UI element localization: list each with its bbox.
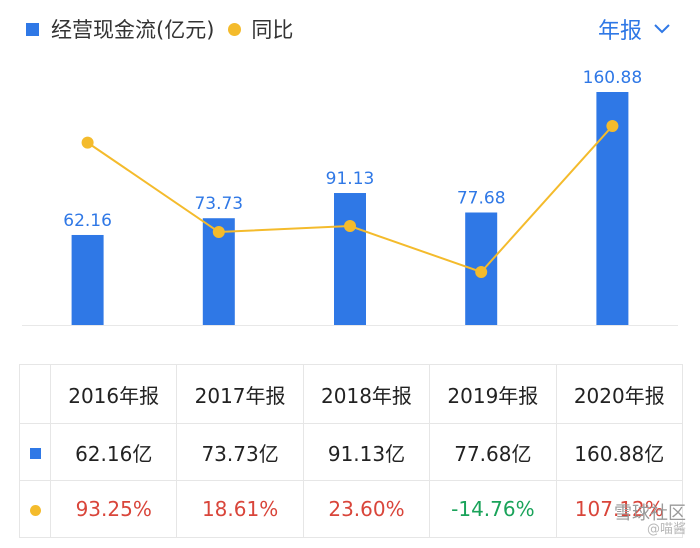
- bar-legend-label: 经营现金流(亿元): [51, 18, 215, 42]
- period-selector[interactable]: 年报: [598, 12, 670, 46]
- bar-value-label: 160.88: [583, 68, 642, 88]
- data-table: 2016年报 2017年报 2018年报 2019年报 2020年报 62.16…: [19, 364, 684, 538]
- table-cell: 73.73亿: [176, 423, 304, 481]
- line-row-marker: [29, 505, 41, 516]
- cashflow-chart: 62.16 73.73 91.13 77.68 160.88: [22, 68, 678, 326]
- bar-value-label: 91.13: [326, 169, 375, 189]
- table-cell: -14.76%: [429, 480, 557, 538]
- table-header-cell: 2016年报: [49, 364, 178, 424]
- bar-value-label: 77.68: [457, 188, 506, 208]
- bar-value-label: 62.16: [63, 211, 112, 231]
- bar-value-label: 73.73: [194, 194, 243, 214]
- table-corner-cell: [19, 364, 51, 424]
- table-cell: 91.13亿: [302, 423, 431, 481]
- table-cell: 62.16亿: [49, 423, 178, 481]
- table-row-yoy: 93.25% 18.61% 23.60% -14.76% 107.12%: [19, 480, 684, 538]
- yoy-point-2018年报: [344, 220, 356, 233]
- table-header-cell: 2019年报: [429, 364, 557, 424]
- line-row-marker-cell: [19, 480, 51, 538]
- period-selector-label: 年报: [597, 19, 642, 44]
- bar-2016年报: [71, 234, 104, 325]
- bar-row-marker: [29, 448, 41, 459]
- table-header-row: 2016年报 2017年报 2018年报 2019年报 2020年报: [19, 364, 684, 424]
- chart-legend: 经营现金流(亿元) 同比: [26, 12, 293, 46]
- watermark-line1: 雪球社区: [614, 503, 686, 524]
- table-cell: 18.61%: [176, 480, 304, 538]
- bar-row-marker-cell: [19, 423, 51, 481]
- table-header-cell: 2018年报: [302, 364, 431, 424]
- yoy-point-2020年报: [606, 120, 619, 132]
- table-row-cashflow: 62.16亿 73.73亿 91.13亿 77.68亿 160.88亿: [19, 423, 684, 481]
- table-cell: 23.60%: [302, 480, 431, 538]
- watermark: 雪球社区 @喵酱: [614, 503, 686, 538]
- yoy-point-2016年报: [81, 136, 94, 149]
- table-cell: 107.12%: [555, 480, 684, 538]
- line-legend-marker: [228, 22, 242, 36]
- bar-legend-marker: [26, 22, 39, 36]
- table-header-cell: 2017年报: [176, 364, 304, 424]
- chevron-down-icon: [654, 24, 670, 34]
- table-cell: 93.25%: [49, 480, 178, 538]
- line-legend-label: 同比: [251, 18, 294, 42]
- table-cell: 77.68亿: [429, 423, 557, 481]
- yoy-point-2019年报: [475, 266, 488, 278]
- table-cell: 160.88亿: [555, 423, 684, 481]
- bar-2018年报: [334, 193, 366, 325]
- table-header-cell: 2020年报: [555, 364, 684, 424]
- watermark-line2: @喵酱: [646, 522, 686, 537]
- yoy-point-2017年报: [212, 226, 225, 239]
